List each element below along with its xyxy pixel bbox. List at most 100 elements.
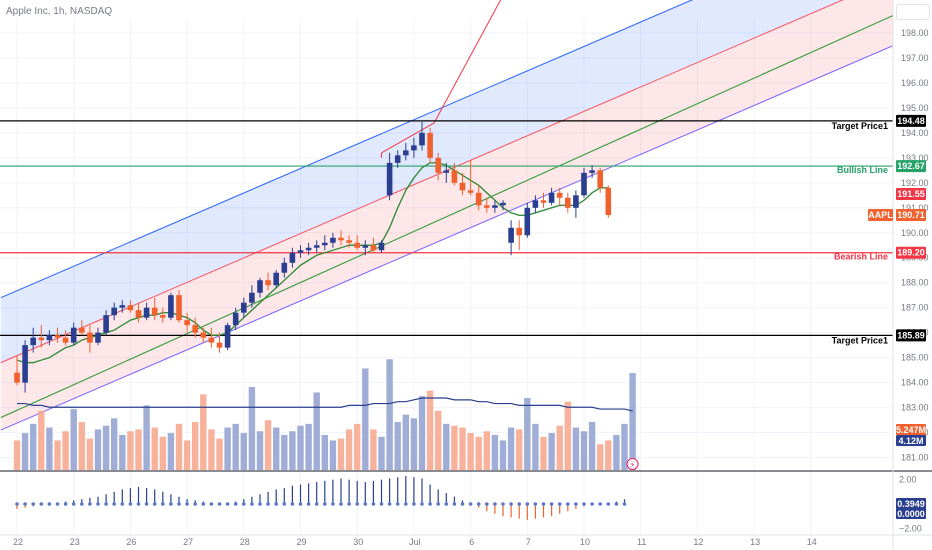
candle-body bbox=[119, 305, 126, 308]
candle-body bbox=[249, 292, 255, 303]
oscillator-dot bbox=[136, 502, 141, 506]
price-tick-label: 191.00 bbox=[901, 203, 929, 213]
volume-bar bbox=[151, 427, 158, 470]
volume-bar bbox=[13, 440, 21, 470]
target-line-lower-tag: 185.89 bbox=[897, 330, 925, 340]
oscillator-dot bbox=[395, 502, 400, 506]
oscillator-dot bbox=[128, 502, 133, 506]
candle-body bbox=[30, 337, 36, 346]
time-tick-label: 30 bbox=[353, 537, 363, 547]
volume-bar bbox=[337, 438, 345, 470]
alert-badge-icon bbox=[626, 458, 639, 470]
oscillator-dot bbox=[412, 502, 416, 506]
volume-tag: 5.247M bbox=[896, 425, 926, 435]
candle-body bbox=[581, 172, 587, 196]
volume-bar bbox=[580, 431, 588, 470]
oscillator-dot bbox=[493, 502, 497, 506]
volume-bar bbox=[329, 440, 337, 470]
candle-body bbox=[208, 337, 215, 343]
candle-body bbox=[62, 337, 69, 343]
oscillator-dot bbox=[468, 502, 473, 506]
candle-body bbox=[386, 162, 393, 196]
time-tick-label: 28 bbox=[240, 537, 250, 547]
volume-bar bbox=[143, 405, 150, 470]
candle-body bbox=[484, 205, 490, 208]
volume-bar bbox=[119, 434, 126, 470]
volume-bar bbox=[208, 429, 215, 470]
volume-bar bbox=[629, 373, 636, 470]
price-tick-label: 181.00 bbox=[901, 453, 929, 463]
oscillator-dot bbox=[355, 502, 360, 506]
volume-bar bbox=[499, 440, 507, 470]
oscillator-dot bbox=[371, 502, 376, 506]
candle-body bbox=[394, 155, 401, 163]
candle-body bbox=[54, 335, 61, 338]
volume-bar bbox=[240, 433, 247, 470]
chart-title: Apple Inc, 1h, NASDAQ bbox=[6, 6, 112, 17]
volume-bar bbox=[548, 433, 555, 470]
horizontal-levels: Target Price1 Bullish Line Bearish Line Tar… bbox=[0, 120, 893, 345]
time-tick-label: 11 bbox=[637, 537, 646, 547]
volume-bar bbox=[200, 394, 207, 470]
candle-body bbox=[200, 332, 207, 338]
candle-body bbox=[111, 307, 117, 316]
oscillator-dot bbox=[306, 502, 311, 506]
candle-body bbox=[378, 242, 385, 251]
volume-bar bbox=[394, 422, 401, 470]
volume-bar bbox=[572, 427, 580, 470]
time-axis: 22 23 26 27 28 29 30 Jul 6 7 10 11 12 13 14 bbox=[13, 537, 817, 547]
oscillator-dot bbox=[323, 502, 327, 506]
candle-body bbox=[589, 170, 595, 173]
volume-bar bbox=[418, 396, 426, 470]
candle-body bbox=[467, 190, 474, 193]
oscillator-dot bbox=[444, 502, 449, 506]
candle-body bbox=[151, 307, 158, 316]
volume-bar bbox=[78, 422, 85, 470]
candle-body bbox=[370, 245, 377, 251]
oscillator-dot bbox=[31, 502, 35, 506]
volume-bar bbox=[451, 425, 458, 470]
volume-bar bbox=[556, 425, 563, 470]
oscillator-dot bbox=[557, 502, 562, 506]
volume-ma-tag: 4.12M bbox=[898, 436, 923, 446]
price-tick-label: 185.00 bbox=[901, 353, 929, 363]
price-tick-label: 198.00 bbox=[901, 28, 929, 38]
oscillator-dot bbox=[331, 502, 335, 506]
time-tick-label: 13 bbox=[750, 537, 760, 547]
symbol-tag-bg bbox=[868, 209, 893, 222]
oscillator-dot bbox=[606, 502, 611, 506]
oscillator-dot bbox=[250, 502, 254, 506]
price-tag-aapl-bg bbox=[896, 209, 926, 222]
oscillator-dot bbox=[509, 502, 513, 506]
volume-bar bbox=[30, 423, 37, 470]
candle-body bbox=[346, 240, 352, 243]
candle-body bbox=[265, 280, 271, 286]
volume-bar bbox=[159, 436, 166, 470]
channel-fill bbox=[0, 0, 893, 431]
candle-body bbox=[516, 227, 522, 236]
oscillator-dot bbox=[152, 502, 157, 506]
volume-bar bbox=[354, 423, 361, 470]
oscillator-dot bbox=[80, 502, 84, 506]
volume-bar bbox=[475, 436, 482, 470]
volume-bar bbox=[38, 410, 45, 470]
time-tick-label: 23 bbox=[70, 537, 80, 547]
volume-bar bbox=[248, 386, 256, 470]
volume-bar bbox=[467, 433, 474, 470]
volume-bar bbox=[516, 429, 523, 470]
candle-body bbox=[192, 325, 198, 333]
oscillator-dot bbox=[96, 502, 100, 506]
chart-settings-box[interactable] bbox=[896, 4, 930, 20]
target-line-lower-label: Target Price1 bbox=[832, 335, 888, 345]
volume-bar bbox=[111, 418, 118, 470]
volume-bar bbox=[281, 434, 288, 470]
volume-bar bbox=[507, 427, 515, 470]
oscillator-zero-tag-bg bbox=[896, 508, 926, 519]
candle-body bbox=[289, 252, 296, 263]
candle-body bbox=[362, 245, 369, 248]
oscillator-dot bbox=[404, 502, 408, 506]
volume-bar bbox=[54, 440, 61, 470]
time-tick-label: 26 bbox=[126, 537, 136, 547]
target-line-upper-tag: 194.48 bbox=[897, 116, 925, 126]
